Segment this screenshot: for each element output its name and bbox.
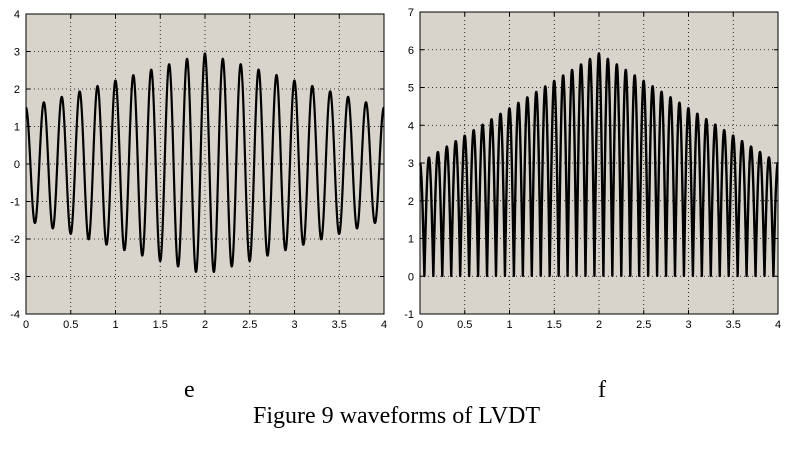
y-tick-label: 1 xyxy=(408,234,414,246)
x-tick-label: 2.5 xyxy=(636,319,651,331)
plot-area xyxy=(26,14,384,314)
y-tick-label: 1 xyxy=(14,122,20,134)
y-tick-label: -4 xyxy=(10,309,20,321)
figure-caption: Figure 9 waveforms of LVDT xyxy=(252,403,541,429)
y-tick-label: 0 xyxy=(14,159,20,171)
y-tick-label: 2 xyxy=(408,196,414,208)
y-tick-label: 4 xyxy=(14,9,20,21)
y-tick-label: 7 xyxy=(408,7,414,19)
y-tick-label: 3 xyxy=(408,158,414,170)
x-tick-label: 2 xyxy=(596,319,602,331)
x-tick-label: 3.5 xyxy=(332,319,347,331)
x-tick-label: 3.5 xyxy=(726,319,741,331)
chart-e: 0 0.5 1 1.5 2 2.5 3 3.5 4 -4 -3 -2 -1 0 1 2 3 4 xyxy=(10,9,387,331)
x-tick-label: 2.5 xyxy=(242,319,257,331)
y-tick-label: 6 xyxy=(408,45,414,57)
x-tick-label: 0.5 xyxy=(457,319,472,331)
y-tick-label: 3 xyxy=(14,47,20,59)
y-tick-label: 5 xyxy=(408,83,414,95)
y-tick-label: -1 xyxy=(10,197,20,209)
x-tick-label: 3 xyxy=(291,319,297,331)
waveform-line xyxy=(24,52,386,274)
x-tick-label: 1 xyxy=(506,319,512,331)
y-tick-label: -1 xyxy=(404,309,414,321)
y-tick-label: 4 xyxy=(408,120,414,132)
x-tick-label: 4 xyxy=(381,319,387,331)
y-tick-label: -3 xyxy=(10,272,20,284)
x-tick-label: 3 xyxy=(685,319,691,331)
x-tick-label: 1.5 xyxy=(153,319,168,331)
subfigure-label-f: f xyxy=(598,377,606,403)
x-tick-label: 0 xyxy=(417,319,423,331)
x-tick-label: 2 xyxy=(202,319,208,331)
y-tick-label: -2 xyxy=(10,234,20,246)
y-tick-label: 2 xyxy=(14,84,20,96)
x-tick-label: 1.5 xyxy=(547,319,562,331)
y-tick-label: 0 xyxy=(408,271,414,283)
x-tick-label: 4 xyxy=(775,319,781,331)
x-tick-label: 0.5 xyxy=(63,319,78,331)
subfigure-label-e: e xyxy=(184,377,195,403)
x-tick-label: 0 xyxy=(23,319,29,331)
waveform-line xyxy=(418,52,780,278)
x-tick-label: 1 xyxy=(112,319,118,331)
